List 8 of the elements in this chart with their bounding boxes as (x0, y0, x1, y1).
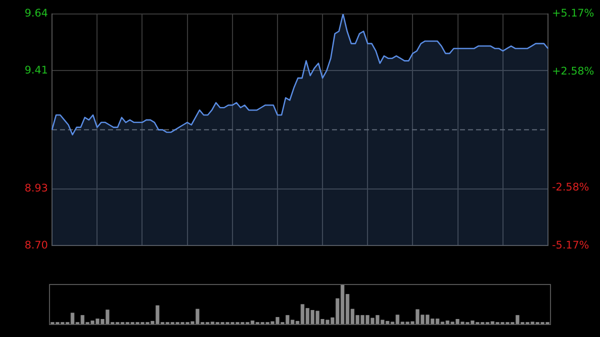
y2-tick-label: -2.58% (552, 181, 590, 194)
y2-tick-label: -5.17% (552, 239, 590, 252)
y-tick-label: 9.64 (24, 8, 48, 20)
y-tick-label: 8.93 (24, 182, 48, 195)
y-tick-label: 9.41 (24, 64, 48, 76)
y2-tick-label: +5.17% (552, 8, 594, 20)
y2-tick-label: +2.58% (552, 66, 594, 78)
y-tick-label: 8.70 (24, 239, 48, 252)
